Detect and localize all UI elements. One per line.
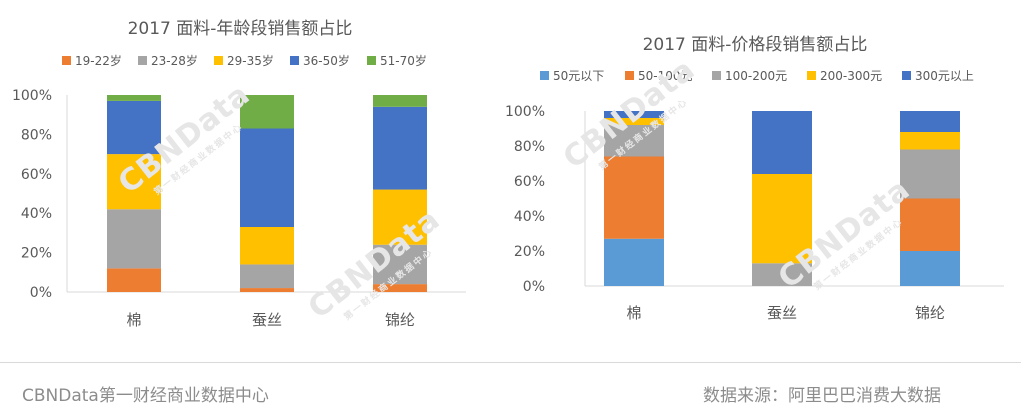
bar-segment xyxy=(240,226,294,265)
legend-label: 19-22岁 xyxy=(75,53,122,68)
legend-swatch xyxy=(807,71,816,80)
bar-segment xyxy=(604,118,664,125)
y-tick-label: 40% xyxy=(514,209,545,225)
bar-segment xyxy=(604,111,664,118)
bar-segment xyxy=(240,128,294,227)
x-category-label: 蚕丝 xyxy=(252,311,282,329)
bar-segment xyxy=(604,156,664,239)
bar-segment xyxy=(604,238,664,286)
x-category-label: 棉 xyxy=(126,311,141,329)
legend-label: 300元以上 xyxy=(915,69,974,83)
legend-swatch xyxy=(138,56,147,65)
chart-2: 2017 面料-价格段销售额占比 50元以下 50-100元 100-200元 200-… xyxy=(505,35,1004,322)
bar-segment xyxy=(900,149,960,199)
bar-segment xyxy=(604,125,664,157)
legend-swatch xyxy=(712,71,721,80)
bar-segment xyxy=(240,95,294,129)
bar-segment xyxy=(900,198,960,251)
y-tick-label: 100% xyxy=(505,104,545,120)
bar-segment xyxy=(240,264,294,289)
bar-segment xyxy=(107,209,161,269)
x-category-label: 锦纶 xyxy=(915,304,945,322)
legend-label: 50元以下 xyxy=(553,69,604,83)
footer-brand: CBNData第一财经商业数据中心 xyxy=(22,386,269,406)
legend-swatch xyxy=(214,56,223,65)
bar-segment xyxy=(107,95,161,101)
legend-label: 29-35岁 xyxy=(227,53,274,68)
legend-label: 51-70岁 xyxy=(380,53,427,68)
legend-swatch xyxy=(62,56,71,65)
x-category-label: 棉 xyxy=(626,304,641,322)
x-category-label: 蚕丝 xyxy=(767,304,797,322)
bar-segment xyxy=(240,288,294,292)
x-category-label: 锦纶 xyxy=(385,311,415,329)
chart-title: 2017 面料-价格段销售额占比 xyxy=(643,35,868,55)
legend-swatch xyxy=(290,56,299,65)
chart-title: 2017 面料-年龄段销售额占比 xyxy=(128,19,353,39)
bar-segment xyxy=(373,284,427,292)
y-tick-label: 100% xyxy=(12,88,52,104)
bar-segment xyxy=(900,251,960,286)
y-tick-label: 40% xyxy=(21,206,52,222)
y-tick-label: 60% xyxy=(514,174,545,190)
legend-swatch xyxy=(902,71,911,80)
bar-segment xyxy=(107,100,161,155)
legend-swatch xyxy=(540,71,549,80)
bar-segment xyxy=(373,106,427,190)
bar-segment xyxy=(752,263,812,286)
y-tick-label: 80% xyxy=(21,127,52,143)
footer-divider xyxy=(0,362,1021,363)
bar-segment xyxy=(900,111,960,132)
y-tick-label: 60% xyxy=(21,167,52,183)
y-tick-label: 0% xyxy=(30,285,52,301)
bar-segment xyxy=(373,95,427,107)
legend-label: 200-300元 xyxy=(820,69,882,83)
chart-1: 2017 面料-年龄段销售额占比 19-22岁 23-28岁 29-35岁 36-50岁… xyxy=(12,19,466,329)
legend-label: 100-200元 xyxy=(725,69,787,83)
legend-swatch xyxy=(367,56,376,65)
bar-segment xyxy=(373,244,427,285)
y-tick-label: 80% xyxy=(514,139,545,155)
y-tick-label: 20% xyxy=(514,244,545,260)
bar-segment xyxy=(752,111,812,174)
legend-label: 23-28岁 xyxy=(151,53,198,68)
y-tick-label: 0% xyxy=(523,279,545,295)
legend-label: 50-100元 xyxy=(638,69,693,83)
footer-source: 数据来源：阿里巴巴消费大数据 xyxy=(703,386,941,406)
bar-segment xyxy=(107,268,161,292)
bar-segment xyxy=(752,174,812,264)
bar-segment xyxy=(373,189,427,245)
legend-swatch xyxy=(625,71,634,80)
bar-segment xyxy=(900,132,960,150)
bar-segment xyxy=(107,154,161,210)
y-tick-label: 20% xyxy=(21,246,52,262)
legend-label: 36-50岁 xyxy=(303,53,350,68)
